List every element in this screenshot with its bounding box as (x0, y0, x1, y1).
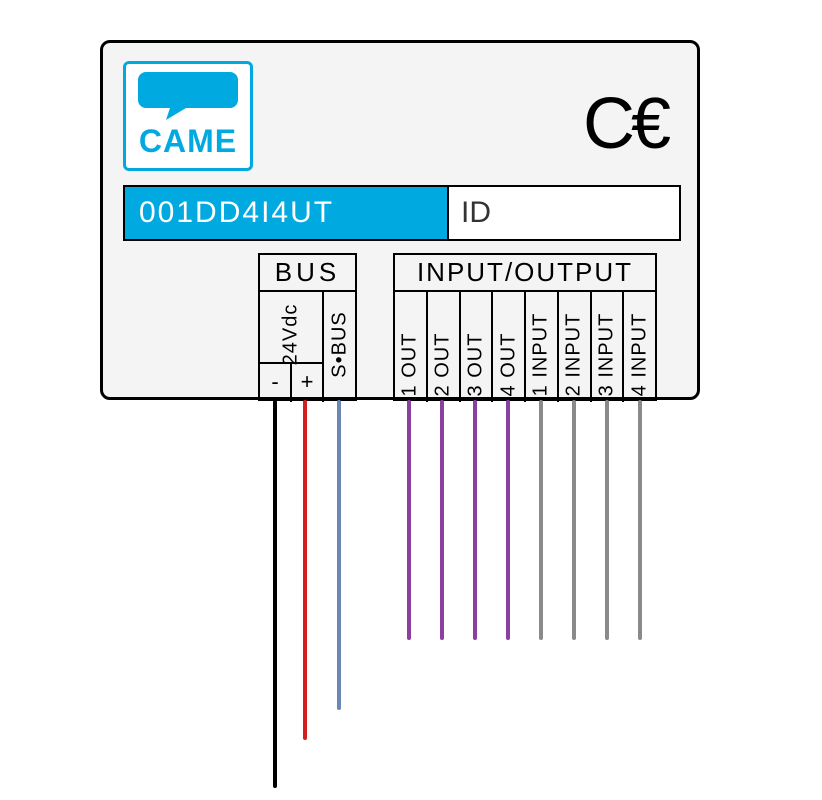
id-box: ID (447, 187, 679, 239)
wire-9 (572, 400, 576, 640)
io-cell-2: 2 OUT (428, 292, 461, 402)
bus-24v-label: 24Vdc (280, 304, 303, 366)
bus-polarity-row: - + (260, 362, 322, 402)
wire-7 (506, 400, 510, 640)
id-label: ID (449, 196, 491, 230)
bus-terminal-block: BUS 24Vdc - + S•BUS (258, 253, 357, 401)
bus-plus: + (292, 364, 322, 402)
io-terminal-block: INPUT/OUTPUT 1 OUT 2 OUT 3 OUT 4 OUT 1 INPUT… (393, 253, 657, 401)
io-header: INPUT/OUTPUT (395, 255, 655, 292)
mount-ear-right (676, 383, 704, 411)
bus-header: BUS (260, 255, 355, 292)
bus-sbus-label: S•BUS (328, 311, 351, 377)
io-label-6: 2 INPUT (563, 313, 586, 397)
mount-ear-left (96, 383, 124, 411)
io-cell-8: 4 INPUT (624, 292, 655, 402)
io-label-3: 3 OUT (464, 333, 487, 397)
wire-5 (440, 400, 444, 640)
io-cell-7: 3 INPUT (592, 292, 625, 402)
ce-mark: C€ (583, 83, 667, 165)
wire-8 (539, 400, 543, 640)
wire-10 (605, 400, 609, 640)
came-logo-icon (126, 64, 250, 120)
io-cell-4: 4 OUT (493, 292, 526, 402)
io-cell-1: 1 OUT (395, 292, 428, 402)
wire-2 (303, 400, 307, 740)
product-code-bar: 001DD4I4UT ID (123, 185, 681, 241)
io-cell-5: 1 INPUT (526, 292, 559, 402)
io-label-8: 4 INPUT (628, 313, 651, 397)
bus-sbus-cell: S•BUS (324, 292, 355, 402)
io-cell-3: 3 OUT (461, 292, 494, 402)
module-box: CAME C€ 001DD4I4UT ID BUS 24Vdc - + (100, 40, 700, 400)
io-cell-6: 2 INPUT (559, 292, 592, 402)
came-logo-box: CAME (123, 61, 253, 171)
wire-1 (273, 400, 277, 788)
wire-6 (473, 400, 477, 640)
wire-11 (638, 400, 642, 640)
came-logo-text: CAME (126, 123, 250, 160)
wire-3 (337, 400, 341, 710)
bus-24v-cell: 24Vdc - + (260, 292, 324, 402)
bus-minus: - (260, 364, 292, 402)
io-label-1: 1 OUT (399, 333, 422, 397)
product-code: 001DD4I4UT (125, 196, 334, 230)
io-label-7: 3 INPUT (595, 313, 618, 397)
io-label-4: 4 OUT (497, 333, 520, 397)
io-label-5: 1 INPUT (530, 313, 553, 397)
wire-4 (407, 400, 411, 640)
diagram-stage: CAME C€ 001DD4I4UT ID BUS 24Vdc - + (0, 0, 822, 800)
io-label-2: 2 OUT (432, 333, 455, 397)
